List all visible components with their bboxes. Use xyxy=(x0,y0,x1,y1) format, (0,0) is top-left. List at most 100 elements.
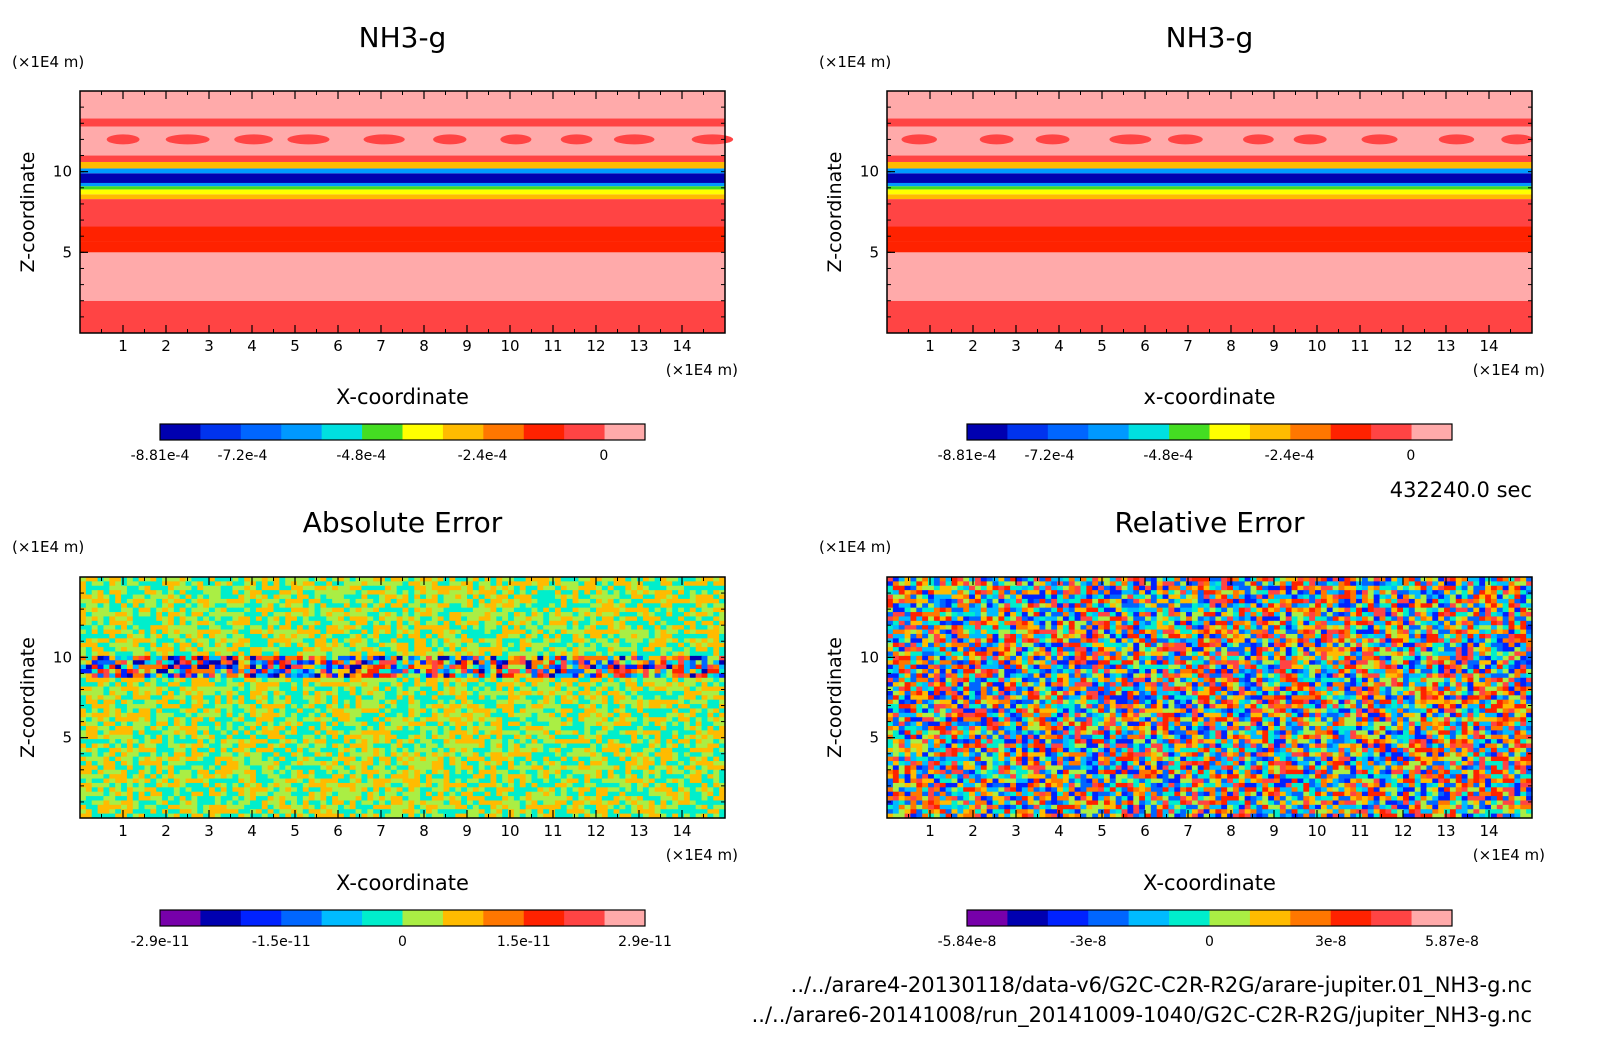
heatmap-cell xyxy=(637,686,644,692)
heatmap-cell xyxy=(508,607,515,613)
heatmap-cell xyxy=(549,734,556,740)
heatmap-cell xyxy=(85,730,93,736)
heatmap-cell xyxy=(267,585,275,591)
heatmap-cell xyxy=(279,590,286,596)
heatmap-cell xyxy=(273,690,280,696)
heatmap-cell xyxy=(625,725,632,731)
heatmap-cell xyxy=(560,677,568,683)
heatmap-cell xyxy=(197,747,204,753)
heatmap-cell xyxy=(126,673,134,679)
heatmap-cell xyxy=(109,673,116,679)
heatmap-cell xyxy=(584,725,591,731)
heatmap-cell xyxy=(402,725,409,731)
heatmap-cell xyxy=(707,747,714,753)
heatmap-cell xyxy=(513,747,521,753)
heatmap-cell xyxy=(85,686,93,692)
heatmap-cell xyxy=(226,577,234,582)
heatmap-cell xyxy=(637,682,644,688)
heatmap-cell xyxy=(719,577,726,582)
heatmap-cell xyxy=(490,739,497,745)
heatmap-cell xyxy=(138,616,146,622)
heatmap-cell xyxy=(384,633,392,639)
heatmap-cell xyxy=(132,734,140,740)
heatmap-cell xyxy=(508,752,515,758)
heatmap-cell xyxy=(654,616,662,622)
heatmap-cell xyxy=(355,717,363,723)
heatmap-cell xyxy=(707,734,714,740)
heatmap-cell xyxy=(80,620,87,626)
heatmap-cell xyxy=(390,739,398,745)
heatmap-cell xyxy=(420,612,427,618)
heatmap-cell xyxy=(654,708,662,714)
heatmap-cell xyxy=(672,647,679,653)
heatmap-cell xyxy=(713,664,720,670)
heatmap-cell xyxy=(355,598,363,604)
heatmap-cell xyxy=(549,747,556,753)
heatmap-cell xyxy=(689,677,697,683)
heatmap-cell xyxy=(531,651,538,657)
heatmap-cell xyxy=(637,612,644,618)
heatmap-cell xyxy=(232,612,239,618)
heatmap-cell xyxy=(226,708,234,714)
heatmap-cell xyxy=(566,590,574,596)
heatmap-cell xyxy=(549,629,556,635)
heatmap-cell xyxy=(349,730,357,736)
heatmap-cell xyxy=(132,633,140,639)
heatmap-cell xyxy=(402,743,409,749)
heatmap-cell xyxy=(379,721,386,727)
heatmap-cell xyxy=(654,594,662,600)
heatmap-cell xyxy=(279,690,286,696)
heatmap-cell xyxy=(185,598,193,604)
heatmap-cell xyxy=(414,739,421,745)
heatmap-cell xyxy=(478,642,486,648)
heatmap-cell xyxy=(226,585,234,591)
heatmap-cell xyxy=(414,607,421,613)
heatmap-cell xyxy=(97,690,105,696)
heatmap-cell xyxy=(572,642,580,648)
heatmap-cell xyxy=(349,677,357,683)
heatmap-cell xyxy=(326,677,333,683)
heatmap-cell xyxy=(226,677,234,683)
heatmap-cell xyxy=(631,686,638,692)
heatmap-cell xyxy=(584,695,591,701)
heatmap-cell xyxy=(179,704,187,710)
heatmap-cell xyxy=(179,739,187,745)
heatmap-cell xyxy=(379,625,386,631)
heatmap-cell xyxy=(332,616,339,622)
heatmap-cell xyxy=(449,734,456,740)
heatmap-cell xyxy=(349,590,357,596)
heatmap-cell xyxy=(285,686,292,692)
heatmap-cell xyxy=(607,647,615,653)
heatmap-cell xyxy=(226,603,234,609)
heatmap-cell xyxy=(490,598,497,604)
heatmap-cell xyxy=(138,686,146,692)
heatmap-cell xyxy=(314,743,322,749)
heatmap-cell xyxy=(132,625,140,631)
heatmap-cell xyxy=(320,699,327,705)
heatmap-cell xyxy=(513,712,521,718)
heatmap-cell xyxy=(326,739,333,745)
heatmap-cell xyxy=(361,651,368,657)
heatmap-cell xyxy=(590,725,597,731)
heatmap-cell xyxy=(672,756,679,762)
heatmap-cell xyxy=(349,739,357,745)
heatmap-cell xyxy=(361,655,368,661)
heatmap-cell xyxy=(355,651,363,657)
heatmap-cell xyxy=(220,581,228,587)
heatmap-cell xyxy=(197,598,204,604)
heatmap-cell xyxy=(678,752,685,758)
heatmap-cell xyxy=(138,743,146,749)
heatmap-cell xyxy=(267,664,275,670)
heatmap-cell xyxy=(642,585,650,591)
heatmap-cell xyxy=(97,577,105,582)
heatmap-cell xyxy=(625,585,632,591)
heatmap-cell xyxy=(449,625,456,631)
heatmap-cell xyxy=(162,655,169,661)
heatmap-cell xyxy=(273,616,280,622)
heatmap-cell xyxy=(244,638,251,644)
heatmap-cell xyxy=(85,590,93,596)
colorbar-label: -4.8e-4 xyxy=(336,448,386,464)
heatmap-cell xyxy=(408,590,415,596)
heatmap-cell xyxy=(191,638,198,644)
heatmap-cell xyxy=(695,577,703,582)
